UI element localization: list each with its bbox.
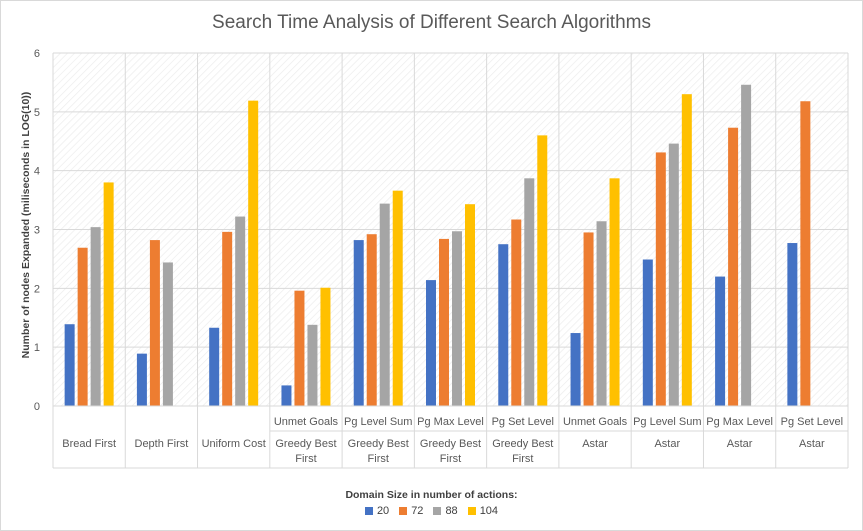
y-tick-label: 6 (34, 48, 40, 60)
category-label: Astar (799, 438, 825, 450)
bar (452, 231, 462, 406)
bar (64, 324, 75, 406)
y-tick-label: 5 (34, 107, 40, 119)
chart-title: Search Time Analysis of Different Search… (212, 12, 651, 33)
category-label: Bread First (62, 438, 116, 450)
bar (392, 190, 403, 406)
bar (498, 244, 509, 406)
bar (668, 143, 679, 406)
bar (353, 240, 364, 406)
legend-label: 72 (411, 505, 424, 517)
legend-label: 88 (445, 505, 458, 517)
bar (439, 238, 449, 406)
bar (248, 100, 259, 406)
bar (715, 276, 726, 406)
bar (728, 127, 739, 407)
bar (320, 287, 331, 406)
bar (583, 232, 594, 406)
category-sublabel: Pg Level Sum (633, 416, 701, 428)
legend-title: Domain Size in number of actions: (345, 489, 518, 501)
bar (90, 227, 101, 406)
bar (596, 221, 607, 406)
legend-swatch (364, 507, 373, 515)
category-label: Greedy Best First (275, 438, 336, 465)
category-label: Astar (654, 438, 680, 450)
bar (800, 101, 811, 406)
legend-swatch (467, 507, 476, 515)
legend-item: 104 (467, 505, 499, 517)
category-sublabel: Pg Max Level (706, 416, 773, 428)
legend-label: 104 (479, 505, 499, 517)
bar (426, 280, 436, 406)
y-tick-label: 1 (34, 342, 40, 354)
bar (307, 324, 318, 406)
category-sublabel: Pg Max Level (417, 416, 484, 428)
category-label: Astar (727, 438, 753, 450)
bar (294, 290, 305, 406)
category-label: Uniform Cost (202, 438, 266, 450)
category-label: Greedy Best First (420, 438, 481, 465)
bar (162, 262, 173, 406)
category-sublabel: Pg Set Level (492, 416, 554, 428)
bar (741, 84, 752, 407)
bar (103, 182, 114, 406)
bar (511, 219, 522, 406)
legend-item: 88 (433, 505, 458, 517)
category-sublabel: Pg Set Level (781, 416, 843, 428)
bar (77, 247, 88, 406)
y-tick-label: 2 (34, 283, 40, 295)
bar (366, 234, 377, 406)
bar (524, 178, 535, 406)
legend-swatch (433, 507, 442, 515)
y-tick-label: 0 (34, 401, 40, 413)
category-sublabel: Pg Level Sum (344, 416, 412, 428)
legend: 20 72 88 104 (0, 505, 863, 517)
bar (537, 135, 548, 406)
bar (655, 152, 666, 406)
y-tick-label: 3 (34, 225, 40, 237)
bar (681, 94, 692, 406)
bar (609, 178, 620, 406)
category-sublabel: Unmet Goals (274, 416, 339, 428)
y-tick-label: 4 (34, 166, 40, 178)
category-label: Astar (582, 438, 608, 450)
category-sublabel: Unmet Goals (563, 416, 628, 428)
bar (149, 240, 160, 406)
bar (209, 327, 220, 406)
bar (465, 204, 475, 406)
legend-item: 72 (399, 505, 423, 517)
bar (136, 353, 147, 406)
legend-swatch (399, 507, 408, 515)
category-label: Greedy Best First (492, 438, 553, 465)
category-label: Depth First (135, 438, 189, 450)
bar (281, 385, 292, 406)
category-label: Greedy Best First (348, 438, 409, 465)
legend-item: 20 (364, 505, 390, 517)
bar (235, 216, 246, 406)
bar (787, 243, 798, 406)
bar (222, 231, 233, 406)
legend-label: 20 (376, 505, 390, 517)
bar (570, 333, 581, 406)
bar (379, 203, 390, 406)
bar (642, 259, 653, 406)
